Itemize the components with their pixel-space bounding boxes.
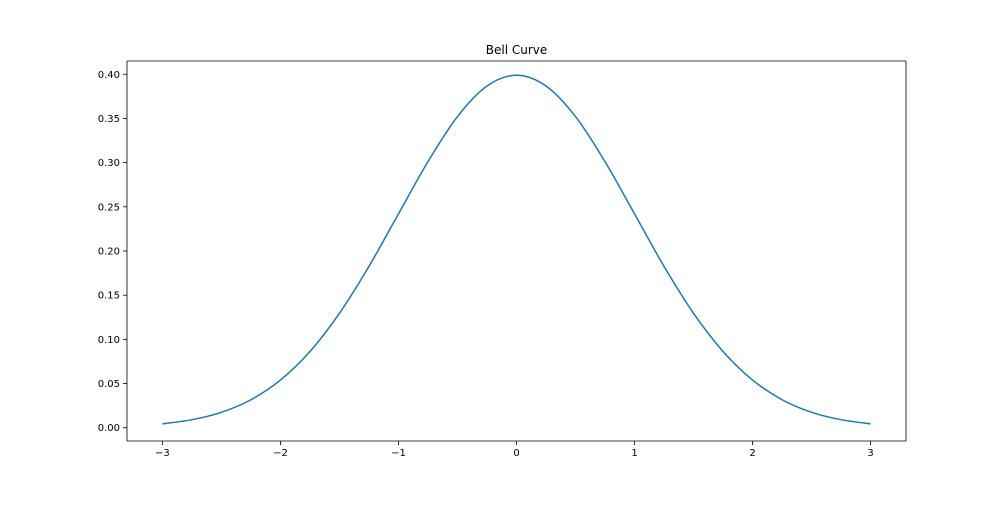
x-tick-label: −3 (155, 448, 170, 459)
y-tick-label: 0.30 (98, 158, 120, 169)
series-line-0 (162, 74, 871, 425)
y-tick-label: 0.05 (98, 379, 120, 390)
y-tick-label: 0.20 (98, 247, 120, 258)
y-tick-label: 0.00 (98, 423, 120, 434)
y-tick-label: 0.15 (98, 291, 120, 302)
y-tick-label: 0.40 (98, 70, 120, 81)
x-tick-label: −2 (273, 448, 288, 459)
x-tick-label: 1 (631, 448, 637, 459)
y-tick-label: 0.10 (98, 335, 120, 346)
y-tick-label: 0.25 (98, 202, 120, 213)
y-tick-label: 0.35 (98, 114, 120, 125)
x-tick-label: 2 (749, 448, 755, 459)
x-tick-label: 3 (867, 448, 873, 459)
chart-title: Bell Curve (486, 43, 548, 57)
plot-area: −3 −2 −1 0 1 2 3 0.00 0.05 0.10 0.15 0.20 0.25 0.30 0.… (98, 60, 907, 459)
x-tick-label: −1 (391, 448, 406, 459)
x-tick-label: 0 (513, 448, 519, 459)
